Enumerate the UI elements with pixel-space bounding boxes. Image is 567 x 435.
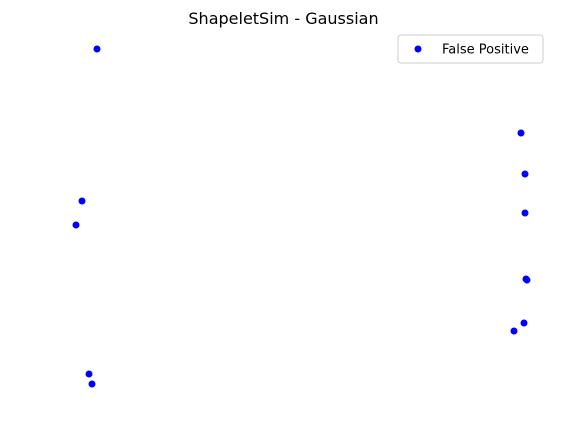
legend-marker (414, 45, 422, 53)
data-point (93, 45, 101, 53)
data-point (523, 276, 531, 284)
data-point (88, 380, 96, 388)
legend-box (397, 34, 544, 64)
data-point (520, 319, 528, 327)
data-point (521, 209, 529, 217)
data-point (517, 129, 525, 137)
legend: False Positive (397, 34, 544, 64)
data-point (72, 221, 80, 229)
data-point (78, 197, 86, 205)
legend-label: False Positive (442, 43, 529, 58)
data-point (85, 370, 93, 378)
chart-title: ShapeletSim - Gaussian (188, 9, 378, 28)
data-point (510, 327, 518, 335)
data-points (72, 45, 531, 388)
data-point (521, 170, 529, 178)
